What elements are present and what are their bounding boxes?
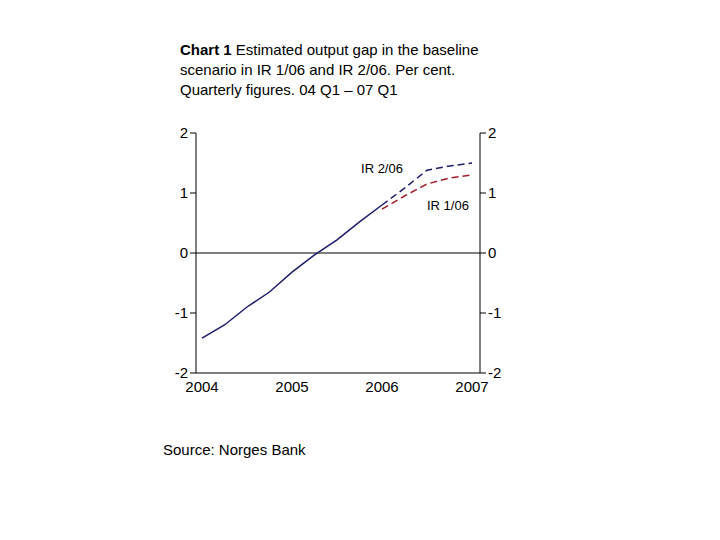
svg-text:2007: 2007 — [455, 378, 488, 395]
svg-text:1: 1 — [488, 184, 496, 201]
svg-text:IR 1/06: IR 1/06 — [427, 198, 469, 213]
svg-text:-2: -2 — [488, 364, 501, 381]
svg-text:1: 1 — [180, 184, 188, 201]
svg-text:0: 0 — [180, 244, 188, 261]
svg-text:2006: 2006 — [365, 378, 398, 395]
svg-text:IR 2/06: IR 2/06 — [361, 161, 403, 176]
html-text:Source: Norges Bank: Source: Norges Bank — [163, 441, 306, 458]
svg-text:0: 0 — [488, 244, 496, 261]
svg-text:-2: -2 — [175, 364, 188, 381]
html-text:Chart 1 Estimated output gap i: Chart 1 Estimated output gap in the base… — [180, 41, 479, 98]
svg-text:2: 2 — [180, 124, 188, 141]
svg-text:2: 2 — [488, 124, 496, 141]
svg-text:2005: 2005 — [275, 378, 308, 395]
svg-text:-1: -1 — [175, 304, 188, 321]
svg-text:2004: 2004 — [185, 378, 218, 395]
svg-text:-1: -1 — [488, 304, 501, 321]
